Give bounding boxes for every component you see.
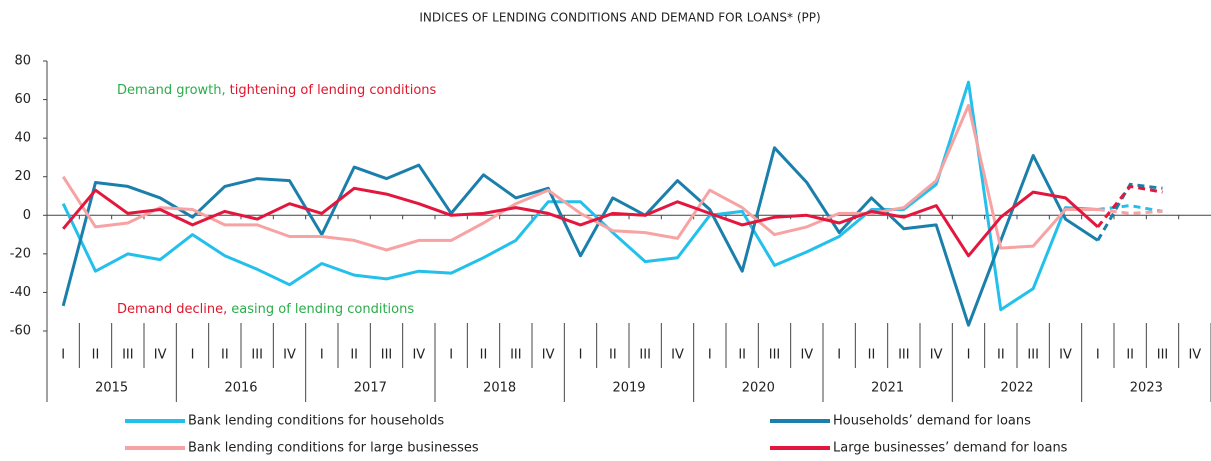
x-tick-label: I <box>967 348 971 363</box>
annotation-part: tightening of lending conditions <box>230 83 437 98</box>
legend-label: Bank lending conditions for large busine… <box>188 441 479 456</box>
x-tick-label: II <box>221 348 229 363</box>
y-tick-label: 60 <box>14 92 31 107</box>
x-tick-label: I <box>191 348 195 363</box>
y-tick-label: 20 <box>14 169 31 184</box>
y-tick-label: 80 <box>14 54 31 69</box>
year-label: 2020 <box>742 381 775 396</box>
x-tick-label: IV <box>412 348 425 363</box>
y-tick-label: 0 <box>23 208 31 223</box>
x-tick-label: I <box>1096 348 1100 363</box>
x-tick-label: IV <box>930 348 943 363</box>
x-tick-label: II <box>738 348 746 363</box>
series-line <box>61 80 1098 312</box>
x-tick-label: III <box>1157 348 1169 363</box>
x-tick-label: II <box>1126 348 1134 363</box>
forecast-line <box>1097 204 1163 213</box>
annotation-part: Demand growth, <box>117 83 226 98</box>
x-tick-label: I <box>320 348 324 363</box>
series-line <box>61 103 1098 252</box>
y-tick-label: 40 <box>14 131 31 146</box>
x-tick-label: I <box>708 348 712 363</box>
year-label: 2016 <box>224 381 257 396</box>
legend-label: Households’ demand for loans <box>833 414 1031 429</box>
x-tick-label: IV <box>671 348 684 363</box>
x-tick-label: IV <box>542 348 555 363</box>
y-tick-label: -40 <box>10 285 31 300</box>
x-tick-label: II <box>480 348 488 363</box>
x-tick-label: II <box>609 348 617 363</box>
x-tick-label: IV <box>1059 348 1072 363</box>
x-tick-label: IV <box>154 348 167 363</box>
x-tick-label: II <box>92 348 100 363</box>
x-tick-label: III <box>898 348 910 363</box>
chart-title: INDICES OF LENDING CONDITIONS AND DEMAND… <box>419 11 820 25</box>
x-tick-label: I <box>449 348 453 363</box>
x-tick-label: IV <box>1188 348 1201 363</box>
annotation: Demand decline, easing of lending conditi… <box>117 302 414 317</box>
x-tick-label: III <box>639 348 651 363</box>
year-label: 2018 <box>483 381 516 396</box>
year-label: 2015 <box>95 381 128 396</box>
annotation-part: Demand decline, <box>117 302 227 317</box>
x-tick-label: II <box>868 348 876 363</box>
annotation-part: easing of lending conditions <box>231 302 414 317</box>
year-label: 2023 <box>1130 381 1163 396</box>
x-tick-label: III <box>122 348 134 363</box>
x-tick-label: III <box>251 348 263 363</box>
legend-label: Bank lending conditions for households <box>188 414 444 429</box>
y-tick-label: -20 <box>10 246 31 261</box>
x-tick-label: I <box>61 348 65 363</box>
series-line <box>61 146 1099 327</box>
year-label: 2017 <box>354 381 387 396</box>
x-tick-label: IV <box>283 348 296 363</box>
x-tick-label: II <box>997 348 1005 363</box>
x-tick-label: IV <box>800 348 813 363</box>
x-tick-label: III <box>381 348 393 363</box>
x-tick-label: III <box>769 348 781 363</box>
year-label: 2021 <box>871 381 904 396</box>
forecast-line <box>1096 182 1163 242</box>
legend-label: Large businesses’ demand for loans <box>833 441 1068 456</box>
y-tick-label: -60 <box>10 324 31 339</box>
forecast-line <box>1096 184 1163 228</box>
x-tick-label: I <box>837 348 841 363</box>
series-line <box>62 186 1099 258</box>
forecast-line <box>1097 208 1163 215</box>
x-tick-label: I <box>579 348 583 363</box>
annotation: Demand growth, tightening of lending cond… <box>117 83 437 98</box>
x-tick-label: III <box>1027 348 1039 363</box>
x-tick-label: III <box>510 348 522 363</box>
year-label: 2019 <box>612 381 645 396</box>
x-tick-label: II <box>350 348 358 363</box>
year-label: 2022 <box>1000 381 1033 396</box>
